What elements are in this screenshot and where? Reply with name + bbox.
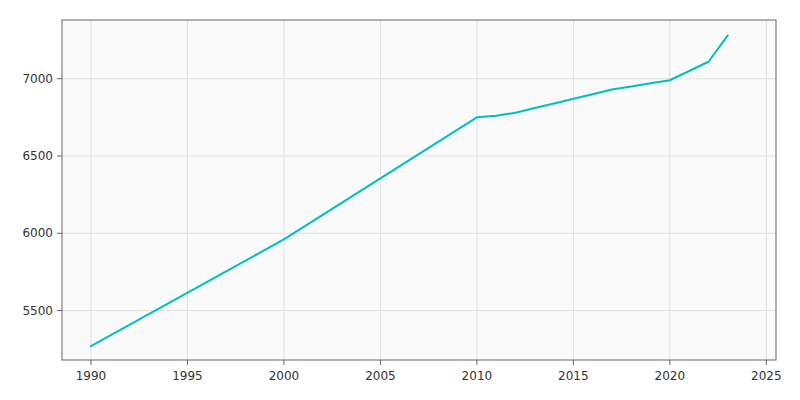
- x-tick: [476, 360, 477, 365]
- x-tick-label: 2020: [655, 369, 686, 383]
- x-tick: [766, 360, 767, 365]
- x-grid-line: [187, 20, 188, 360]
- x-tick: [669, 360, 670, 365]
- x-tick: [90, 360, 91, 365]
- grid: [62, 20, 776, 360]
- chart-container: 1990 1995 2000 2005 2010 2015 2020 2025 5500 6000…: [0, 0, 800, 400]
- x-tick-label: 1995: [172, 369, 203, 383]
- y-grid-line: [62, 78, 776, 79]
- plot-frame: [62, 20, 776, 360]
- x-tick: [187, 360, 188, 365]
- y-grid-line: [62, 310, 776, 311]
- y-grid-line: [62, 233, 776, 234]
- x-tick-label: 2005: [365, 369, 396, 383]
- x-grid-line: [476, 20, 477, 360]
- y-tick-label: 7000: [22, 72, 53, 86]
- axes: 1990 1995 2000 2005 2010 2015 2020 2025 5500 6000…: [22, 20, 781, 383]
- y-tick: [57, 156, 62, 157]
- y-tick: [57, 310, 62, 311]
- y-grid-line: [62, 156, 776, 157]
- x-tick-label: 2000: [269, 369, 300, 383]
- x-tick-label: 2015: [558, 369, 589, 383]
- y-tick: [57, 78, 62, 79]
- x-tick-label: 2010: [462, 369, 493, 383]
- x-grid-line: [283, 20, 284, 360]
- y-tick-label: 6000: [22, 226, 53, 240]
- y-tick: [57, 233, 62, 234]
- x-grid-line: [90, 20, 91, 360]
- x-tick: [380, 360, 381, 365]
- y-tick-label: 6500: [22, 149, 53, 163]
- x-grid-line: [573, 20, 574, 360]
- x-tick: [573, 360, 574, 365]
- y-tick-label: 5500: [22, 304, 53, 318]
- x-tick: [283, 360, 284, 365]
- x-grid-line: [380, 20, 381, 360]
- data-layer: [91, 35, 728, 346]
- x-tick-label: 1990: [76, 369, 107, 383]
- data-line: [91, 35, 728, 346]
- plot-background: [62, 20, 776, 360]
- x-grid-line: [766, 20, 767, 360]
- chart-svg: 1990 1995 2000 2005 2010 2015 2020 2025 5500 6000…: [0, 0, 800, 400]
- x-grid-line: [669, 20, 670, 360]
- x-tick-label: 2025: [751, 369, 782, 383]
